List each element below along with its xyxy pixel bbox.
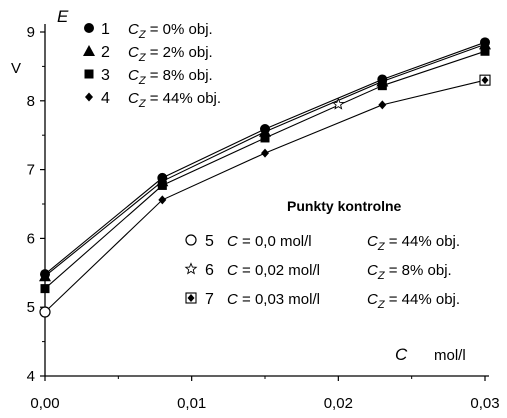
series-markers: [39, 37, 491, 294]
legend-number: 2: [101, 44, 110, 61]
axes: 4 5 6 7 8 9 0,00 0,01 0,02 0,03: [27, 24, 500, 412]
control-legend-concentration: C = 0,03 mol/l: [227, 291, 320, 308]
legend-number: 4: [101, 90, 110, 107]
control-legend-number: 5: [205, 233, 214, 250]
control-legend-item-7: 7 C = 0,03 mol/l CZ = 44% obj.: [185, 291, 460, 311]
data-point-series-3: [260, 133, 270, 143]
control-legend-item-5: 5 C = 0,0 mol/l CZ = 44% obj.: [185, 233, 460, 253]
legend-marker-square: [84, 69, 94, 79]
data-point-series-3: [40, 284, 50, 294]
data-point-series-4: [158, 195, 167, 205]
y-tick-label: 4: [27, 368, 35, 385]
legend-marker-diamond: [85, 92, 93, 102]
x-tick-label: 0,01: [177, 395, 206, 412]
legend: 1 CZ = 0% obj. 2 CZ = 2% obj. 3 CZ = 8% obj. 4…: [83, 21, 221, 110]
control-markers: [39, 74, 491, 318]
data-point-series-3: [480, 46, 490, 56]
control-legend-concentration: C = 0,0 mol/l: [227, 233, 312, 250]
control-points-legend: Punkty kontrolne 5 C = 0,0 mol/l CZ = 44% …: [184, 198, 460, 311]
data-point-series-2: [39, 270, 51, 282]
data-point-series-3: [157, 180, 167, 190]
y-tick-label: 6: [27, 230, 35, 247]
legend-label: CZ = 8% obj.: [128, 67, 213, 87]
y-tick-label: 9: [27, 24, 35, 41]
legend-number: 1: [101, 21, 110, 38]
control-legend-marker-diamond-in-square: [185, 292, 197, 304]
data-point-series-4: [261, 148, 269, 158]
control-point-6: [331, 97, 345, 110]
legend-marker-triangle: [83, 45, 95, 56]
x-axis-label: C: [395, 345, 408, 364]
x-tick-label: 0,03: [470, 395, 499, 412]
legend-number: 3: [101, 67, 110, 84]
x-tick-label: 0,00: [30, 395, 59, 412]
x-tick-label: 0,02: [324, 395, 353, 412]
control-legend-cz: CZ = 44% obj.: [367, 291, 460, 311]
y-axis-unit: V: [11, 60, 21, 77]
control-legend-number: 6: [205, 262, 214, 279]
control-legend-cz: CZ = 8% obj.: [367, 262, 452, 282]
y-tick-label: 5: [27, 299, 35, 316]
data-point-series-4: [378, 100, 387, 110]
control-legend-number: 7: [205, 291, 214, 308]
y-tick-label: 7: [27, 162, 35, 179]
legend-label: CZ = 44% obj.: [128, 90, 221, 110]
x-axis-unit: mol/l: [434, 347, 466, 364]
legend-item-4: 4 CZ = 44% obj.: [85, 90, 221, 110]
legend-label: CZ = 2% obj.: [128, 44, 213, 64]
y-axis-label: E: [57, 7, 69, 26]
legend-marker-circle: [84, 23, 94, 33]
control-legend-concentration: C = 0,02 mol/l: [227, 262, 320, 279]
control-legend-cz: CZ = 44% obj.: [367, 233, 460, 253]
data-point-series-2: [479, 38, 491, 50]
control-point-5: [39, 306, 51, 318]
control-legend-marker-open-circle: [185, 234, 197, 246]
data-point-series-3: [377, 81, 387, 91]
legend-item-1: 1 CZ = 0% obj.: [84, 21, 213, 41]
legend-item-3: 3 CZ = 8% obj.: [84, 67, 213, 87]
legend-label: CZ = 0% obj.: [128, 21, 213, 41]
control-point-7: [479, 74, 491, 86]
control-legend-item-6: 6 C = 0,02 mol/l CZ = 8% obj.: [184, 262, 452, 282]
series-line-3: [44, 50, 486, 290]
control-legend-marker-star: [184, 262, 198, 275]
legend-item-2: 2 CZ = 2% obj.: [83, 44, 213, 64]
control-points-title: Punkty kontrolne: [287, 198, 402, 214]
y-tick-label: 8: [27, 93, 35, 110]
